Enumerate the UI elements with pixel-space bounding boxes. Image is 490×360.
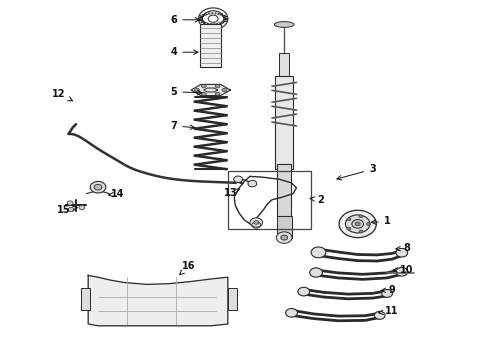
Circle shape <box>250 218 263 227</box>
Polygon shape <box>88 275 228 326</box>
Text: 15: 15 <box>57 204 77 215</box>
Circle shape <box>286 309 297 317</box>
Circle shape <box>215 84 220 88</box>
Circle shape <box>201 92 206 96</box>
Circle shape <box>310 268 322 277</box>
Circle shape <box>347 227 351 230</box>
Bar <box>228 171 311 229</box>
Circle shape <box>94 184 102 190</box>
Text: 9: 9 <box>381 285 395 295</box>
Text: 2: 2 <box>310 195 324 205</box>
Circle shape <box>68 207 74 212</box>
Circle shape <box>396 267 408 276</box>
Circle shape <box>367 222 370 225</box>
Circle shape <box>90 181 106 193</box>
Ellipse shape <box>274 22 294 27</box>
Circle shape <box>234 176 243 183</box>
Bar <box>275 76 293 169</box>
Circle shape <box>352 220 364 228</box>
Bar <box>277 216 292 238</box>
Circle shape <box>355 222 360 226</box>
Text: 8: 8 <box>396 243 410 253</box>
Text: 16: 16 <box>180 261 196 275</box>
Bar <box>277 164 291 216</box>
Circle shape <box>359 215 363 218</box>
Polygon shape <box>191 84 230 96</box>
Circle shape <box>382 289 392 297</box>
Text: 4: 4 <box>171 47 198 57</box>
Circle shape <box>195 88 199 92</box>
Circle shape <box>201 84 206 88</box>
Circle shape <box>345 215 370 233</box>
Text: 6: 6 <box>171 15 199 25</box>
Circle shape <box>298 287 310 296</box>
Circle shape <box>396 248 408 257</box>
Circle shape <box>339 210 376 238</box>
Circle shape <box>281 235 288 240</box>
Circle shape <box>215 92 220 96</box>
Circle shape <box>347 218 351 221</box>
Text: 7: 7 <box>171 121 195 131</box>
Bar <box>81 288 90 310</box>
Text: 13: 13 <box>223 188 240 198</box>
Circle shape <box>276 232 292 243</box>
Text: 5: 5 <box>171 87 202 97</box>
Circle shape <box>222 88 227 92</box>
Circle shape <box>248 180 257 187</box>
Text: 14: 14 <box>108 189 124 199</box>
Circle shape <box>311 247 326 258</box>
Text: 12: 12 <box>52 89 73 101</box>
Text: 10: 10 <box>393 265 414 275</box>
Circle shape <box>254 221 259 224</box>
Text: 11: 11 <box>379 306 399 316</box>
Text: 1: 1 <box>371 216 391 226</box>
Circle shape <box>79 205 85 210</box>
Bar <box>228 288 237 310</box>
Bar <box>200 24 221 67</box>
Circle shape <box>67 201 73 205</box>
Bar <box>279 53 289 79</box>
Circle shape <box>374 311 385 319</box>
Text: 3: 3 <box>337 164 376 180</box>
Circle shape <box>359 230 363 233</box>
